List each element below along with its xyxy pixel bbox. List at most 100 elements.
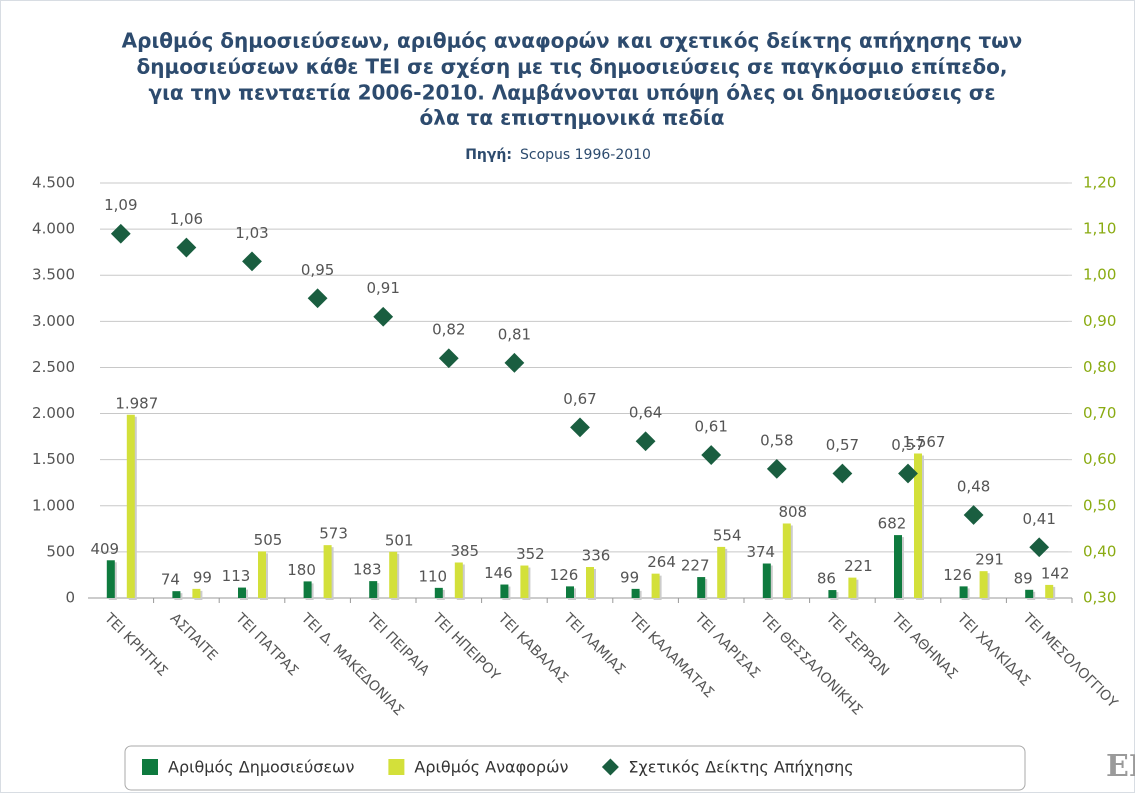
legend-swatch (142, 759, 158, 775)
y-tick-label: 3.000 (32, 312, 75, 330)
bar (697, 577, 706, 598)
bar (1045, 584, 1054, 598)
diamond (307, 288, 328, 309)
data-label: 505 (254, 531, 283, 549)
data-label: 0,64 (629, 404, 662, 422)
data-label: 0,58 (760, 431, 793, 449)
data-label: 554 (713, 526, 742, 544)
y-tick-label: 2.000 (32, 404, 75, 422)
data-label: 126 (550, 566, 579, 584)
diamond (504, 352, 525, 373)
data-label: 0,95 (301, 261, 334, 279)
bar (434, 587, 443, 598)
bar (192, 588, 201, 598)
diamond (832, 463, 853, 484)
legend-swatch (388, 759, 405, 775)
bar (782, 523, 791, 598)
data-label: 1,09 (104, 196, 137, 214)
bar (520, 565, 529, 598)
bar (1025, 589, 1034, 598)
bar (828, 590, 837, 598)
source: Scopus 1996-2010 (520, 147, 651, 163)
y-tick-label: 1.500 (32, 450, 75, 468)
legend-label: Αριθμός Αναφορών (414, 758, 568, 777)
y2-tick-label: 0,60 (1083, 450, 1116, 468)
y-tick-label: 1.000 (32, 496, 75, 514)
y2-tick-label: 0,30 (1083, 589, 1116, 607)
data-label: 99 (620, 568, 639, 586)
data-label: 1.567 (903, 433, 946, 451)
data-label: 0,67 (563, 390, 596, 408)
data-label: 682 (878, 515, 907, 533)
data-label: 1,03 (235, 224, 268, 242)
data-label: 89 (1014, 569, 1033, 587)
data-label: 374 (746, 543, 775, 561)
bar (238, 587, 246, 598)
data-label: 0,91 (366, 279, 399, 297)
data-label: 0,57 (826, 436, 859, 454)
y2-tick-label: 0,40 (1083, 542, 1116, 560)
bar (106, 560, 115, 598)
data-label: 110 (418, 567, 447, 585)
y-tick-label: 0 (65, 589, 75, 607)
data-label: 0,48 (957, 478, 990, 496)
source-label: Πηγή: (465, 147, 512, 163)
y2-tick-label: 1,10 (1083, 220, 1116, 238)
y2-tick-label: 1,20 (1083, 174, 1116, 192)
data-label: 336 (582, 547, 611, 565)
legend-swatch (601, 758, 619, 776)
bar (894, 535, 902, 598)
y-tick-label: 3.500 (32, 266, 75, 284)
data-label: 74 (161, 571, 180, 589)
bar (631, 588, 640, 598)
diamond (110, 223, 131, 244)
chart-title: Αριθμός δημοσιεύσεων, αριθμός αναφορών κ… (122, 29, 1023, 53)
bar (369, 581, 378, 598)
bar (389, 551, 398, 598)
data-label: 1.987 (115, 394, 158, 412)
bar (959, 586, 968, 598)
bar (303, 581, 312, 598)
diamond (701, 445, 722, 465)
data-label: 808 (778, 503, 807, 521)
y-tick-label: 500 (46, 542, 75, 560)
legend-label: Σχετικός Δείκτης Απήχησης (628, 758, 853, 777)
y-tick-label: 4.000 (32, 220, 75, 238)
data-label: 86 (817, 570, 836, 588)
y-tick-label: 4.500 (32, 174, 75, 192)
diamond (570, 417, 590, 438)
bar (323, 545, 332, 598)
data-label: 409 (90, 540, 119, 558)
bar (586, 567, 594, 598)
bar (717, 546, 726, 598)
data-label: 1,06 (170, 210, 203, 228)
diamond (898, 463, 918, 484)
bar (258, 551, 266, 598)
diamond (176, 237, 197, 258)
chart-title: δημοσιεύσεων κάθε ΤΕΙ σε σχέση με τις δη… (137, 55, 1008, 79)
diamond (438, 348, 459, 369)
data-label: 0,57 (891, 436, 924, 454)
data-label: 0,61 (694, 418, 727, 436)
data-label: 385 (450, 542, 479, 560)
data-label: 264 (647, 553, 676, 571)
data-label: 501 (385, 531, 414, 549)
y2-tick-label: 1,00 (1083, 266, 1116, 284)
data-label: 291 (975, 551, 1004, 569)
data-label: 0,81 (498, 325, 531, 343)
data-label: 113 (222, 567, 251, 585)
bar (172, 591, 181, 598)
logo: EK (1106, 749, 1135, 784)
bar (126, 414, 135, 598)
diamond (242, 251, 262, 272)
bar (762, 563, 771, 598)
y2-tick-label: 0,70 (1083, 404, 1116, 422)
diamond (373, 306, 394, 327)
diamond (1029, 537, 1050, 558)
diamond (635, 431, 656, 452)
y2-tick-label: 0,80 (1083, 358, 1116, 376)
data-label: 221 (844, 557, 873, 575)
chart-title: για την πενταετία 2006-2010. Λαμβάνονται… (148, 81, 995, 105)
